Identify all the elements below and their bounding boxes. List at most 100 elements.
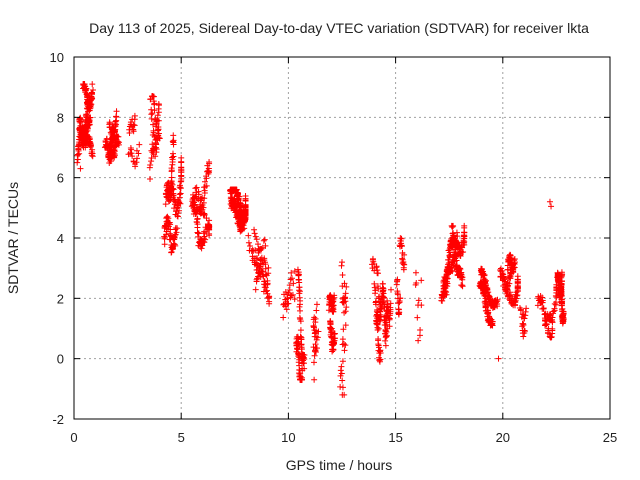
data-point xyxy=(523,305,530,312)
data-point xyxy=(194,215,201,222)
data-point xyxy=(546,198,553,205)
data-point xyxy=(340,326,347,333)
data-point xyxy=(313,345,320,352)
data-point xyxy=(198,210,205,217)
data-point xyxy=(263,272,270,279)
data-point xyxy=(312,341,319,348)
data-point xyxy=(167,221,174,228)
data-point xyxy=(116,139,123,146)
y-tick-label: 2 xyxy=(57,291,64,306)
data-point xyxy=(444,269,451,276)
data-point xyxy=(380,301,387,308)
data-point xyxy=(495,355,502,362)
data-point xyxy=(78,132,85,139)
data-point xyxy=(339,272,346,279)
data-point xyxy=(234,210,241,217)
data-point xyxy=(382,337,389,344)
data-point xyxy=(233,203,240,210)
data-point xyxy=(444,264,451,271)
data-point xyxy=(154,117,161,124)
data-point xyxy=(397,295,404,302)
data-point xyxy=(233,186,240,193)
data-point xyxy=(371,284,378,291)
data-point xyxy=(341,309,348,316)
data-point xyxy=(88,152,95,159)
data-point xyxy=(394,278,401,285)
data-point xyxy=(482,278,489,285)
data-point xyxy=(342,298,349,305)
data-point xyxy=(448,238,455,245)
data-point xyxy=(74,159,81,166)
data-point xyxy=(401,261,408,268)
data-point xyxy=(256,270,263,277)
data-point xyxy=(377,356,384,363)
data-point xyxy=(90,86,97,93)
data-point xyxy=(111,148,118,155)
data-point xyxy=(202,236,209,243)
data-point xyxy=(285,300,292,307)
data-point xyxy=(289,291,296,298)
data-point xyxy=(130,121,137,128)
data-point xyxy=(494,301,501,308)
data-point xyxy=(339,377,346,384)
data-point xyxy=(443,289,450,296)
data-point xyxy=(203,229,210,236)
data-point xyxy=(520,322,527,329)
data-point xyxy=(449,237,456,244)
data-point xyxy=(550,308,557,315)
data-point xyxy=(443,274,450,281)
data-point xyxy=(417,327,424,334)
data-point xyxy=(415,337,422,344)
data-point xyxy=(381,304,388,311)
data-point xyxy=(200,184,207,191)
data-point xyxy=(414,314,421,321)
data-point xyxy=(313,301,320,308)
data-point xyxy=(380,294,387,301)
data-point xyxy=(133,159,140,166)
x-tick-label: 20 xyxy=(496,430,510,445)
grid-lines xyxy=(74,57,610,419)
data-point xyxy=(412,281,419,288)
data-point xyxy=(339,358,346,365)
data-point xyxy=(342,308,349,315)
data-point xyxy=(251,230,258,237)
data-point xyxy=(489,322,496,329)
data-point xyxy=(297,301,304,308)
data-point xyxy=(83,128,90,135)
data-point xyxy=(87,114,94,121)
data-point xyxy=(388,286,395,293)
data-point xyxy=(449,224,456,231)
data-point xyxy=(450,230,457,237)
data-point xyxy=(198,245,205,252)
data-point xyxy=(232,198,239,205)
data-point xyxy=(301,352,308,359)
data-point xyxy=(266,293,273,300)
data-point xyxy=(201,211,208,218)
data-point xyxy=(297,307,304,314)
data-point xyxy=(517,306,524,313)
data-point xyxy=(288,275,295,282)
data-point xyxy=(136,141,143,148)
data-point xyxy=(178,169,185,176)
data-point xyxy=(416,332,423,339)
data-point xyxy=(375,337,382,344)
data-point xyxy=(375,270,382,277)
data-point xyxy=(282,303,289,310)
data-point xyxy=(342,342,349,349)
data-point xyxy=(76,117,83,124)
data-point xyxy=(264,277,271,284)
data-point xyxy=(330,347,337,354)
data-point xyxy=(258,245,265,252)
y-tick-label: 0 xyxy=(57,352,64,367)
data-point xyxy=(203,175,210,182)
data-point xyxy=(507,289,514,296)
data-point xyxy=(296,288,303,295)
data-point xyxy=(445,256,452,263)
data-point xyxy=(387,300,394,307)
data-point xyxy=(447,251,454,258)
data-point xyxy=(297,318,304,325)
data-point xyxy=(174,212,181,219)
data-point xyxy=(76,127,83,134)
data-point xyxy=(156,135,163,142)
data-point xyxy=(341,347,348,354)
